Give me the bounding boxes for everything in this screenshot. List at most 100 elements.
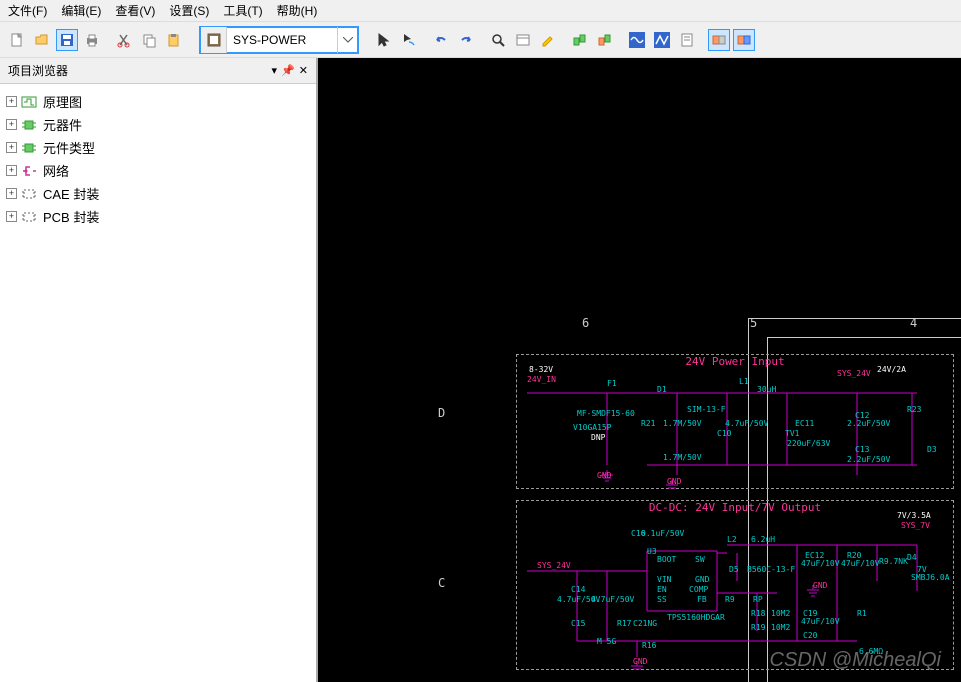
component-label: 1.7M/50V xyxy=(663,453,702,462)
component-label: R23 xyxy=(907,405,921,414)
component-label: GND xyxy=(813,581,827,590)
cut-icon[interactable] xyxy=(113,29,135,51)
component-label: D4 xyxy=(907,553,917,562)
component-label: RP xyxy=(753,595,763,604)
component-label: B560C-13-F xyxy=(747,565,795,574)
component-label: GND xyxy=(695,575,709,584)
wave2-icon[interactable] xyxy=(651,29,673,51)
component-label: U3 xyxy=(647,547,657,556)
part-icon[interactable] xyxy=(569,29,591,51)
expand-icon[interactable]: + xyxy=(6,211,17,222)
component-label: 47uF/10V xyxy=(841,559,880,568)
grid-col-label: 5 xyxy=(750,316,757,330)
component-label: 7V/3.5A xyxy=(897,511,931,520)
component-label: 47uF/10V xyxy=(801,559,840,568)
component-label: SYS_7V xyxy=(901,521,930,530)
paste-icon[interactable] xyxy=(163,29,185,51)
component-label: 10M2 xyxy=(771,623,790,632)
tree-label: 元件类型 xyxy=(43,138,95,157)
sheet-icon[interactable] xyxy=(512,29,534,51)
component-label: SW xyxy=(695,555,705,564)
tree-item-1[interactable]: + 元器件 xyxy=(6,113,310,136)
sidebar-close-icon[interactable]: ✕ xyxy=(299,64,308,77)
component-label: 6.2uH xyxy=(751,535,775,544)
undo-icon[interactable] xyxy=(430,29,452,51)
menu-view[interactable]: 查看(V) xyxy=(115,2,155,19)
tree-item-5[interactable]: +PCB 封装 xyxy=(6,205,310,228)
component-label: SMBJ6.0A xyxy=(911,573,950,582)
expand-icon[interactable]: + xyxy=(6,119,17,130)
menu-setup[interactable]: 设置(S) xyxy=(169,2,209,19)
component-label: VIN xyxy=(657,575,671,584)
expand-icon[interactable]: + xyxy=(6,96,17,107)
component-label: R9 xyxy=(725,595,735,604)
project-tree: + 原理图 + 元器件 + 元件类型 + 网络 + CAE 封装 +PCB 封装 xyxy=(0,84,316,234)
combo-value: SYS-POWER xyxy=(227,33,337,47)
menu-edit[interactable]: 编辑(E) xyxy=(61,2,101,19)
component-label: C15 xyxy=(571,619,585,628)
expand-icon[interactable]: + xyxy=(6,165,17,176)
component-label: R18 xyxy=(751,609,765,618)
component-label: TPS5160HDGAR xyxy=(667,613,725,622)
component-label: GND xyxy=(667,477,681,486)
component-label: C10 xyxy=(717,429,731,438)
schematic-canvas[interactable]: CSDN @MichealQi 654DC24V Power Input8-32… xyxy=(318,58,961,682)
print-icon[interactable] xyxy=(81,29,103,51)
highlight-icon[interactable] xyxy=(537,29,559,51)
net-icon[interactable] xyxy=(594,29,616,51)
menu-help[interactable]: 帮助(H) xyxy=(277,2,318,19)
component-label: FB xyxy=(697,595,707,604)
tree-label: 原理图 xyxy=(43,92,82,111)
new-icon[interactable] xyxy=(6,29,28,51)
menu-tools[interactable]: 工具(T) xyxy=(223,2,262,19)
component-label: EN xyxy=(657,585,667,594)
component-label: 1.7M/50V xyxy=(663,419,702,428)
tree-label: 网络 xyxy=(43,161,69,180)
component-label: GND xyxy=(633,657,647,666)
menu-file[interactable]: 文件(F) xyxy=(8,2,47,19)
component-label: 0.1uF/50V xyxy=(641,529,684,538)
component-label: 6.6MΩ xyxy=(859,647,883,656)
copy-icon[interactable] xyxy=(138,29,160,51)
tree-item-4[interactable]: + CAE 封装 xyxy=(6,182,310,205)
component-label: 8-32V xyxy=(529,365,553,374)
expand-icon[interactable]: + xyxy=(6,188,17,199)
sidebar-dropdown-icon[interactable]: ▾ xyxy=(272,64,278,77)
redo-icon[interactable] xyxy=(455,29,477,51)
component-label: C13 xyxy=(855,445,869,454)
tree-label: CAE 封装 xyxy=(43,184,99,203)
grid-row-label: C xyxy=(438,576,445,590)
schematic-combo[interactable]: SYS-POWER xyxy=(199,26,359,54)
save-icon[interactable] xyxy=(56,29,78,51)
wave1-icon[interactable] xyxy=(626,29,648,51)
component-label: COMP xyxy=(689,585,708,594)
link1-icon[interactable] xyxy=(708,29,730,51)
expand-icon[interactable]: + xyxy=(6,142,17,153)
report-icon[interactable] xyxy=(676,29,698,51)
component-label: 30uH xyxy=(757,385,776,394)
component-label: SIM-13-F xyxy=(687,405,726,414)
tree-icon xyxy=(21,118,39,132)
schematic-block-0: 24V Power Input8-32V24V_INSYS_24V24V/2AF… xyxy=(516,354,954,489)
tree-item-0[interactable]: + 原理图 xyxy=(6,90,310,113)
tree-item-3[interactable]: + 网络 xyxy=(6,159,310,182)
component-label: C20 xyxy=(803,631,817,640)
component-label: MF-SMDF15-60 xyxy=(577,409,635,418)
component-label: 4.7uF/50V xyxy=(591,595,634,604)
component-label: 24V_IN xyxy=(527,375,556,384)
component-label: 10M2 xyxy=(771,609,790,618)
select-icon[interactable] xyxy=(373,29,395,51)
sidebar-pin-icon[interactable]: 📌 xyxy=(281,64,295,77)
component-label: SYS_24V xyxy=(537,561,571,570)
link2-icon[interactable] xyxy=(733,29,755,51)
schematic-block-1: DC-DC: 24V Input/7V OutputSYS_24V7V/3.5A… xyxy=(516,500,954,670)
tree-icon xyxy=(21,210,39,224)
component-label: R16 xyxy=(642,641,656,650)
move-icon[interactable] xyxy=(398,29,420,51)
component-label: D5 xyxy=(729,565,739,574)
open-icon[interactable] xyxy=(31,29,53,51)
tree-item-2[interactable]: + 元件类型 xyxy=(6,136,310,159)
tree-label: 元器件 xyxy=(43,115,82,134)
zoom-icon[interactable] xyxy=(487,29,509,51)
combo-arrow-icon[interactable] xyxy=(337,27,357,53)
